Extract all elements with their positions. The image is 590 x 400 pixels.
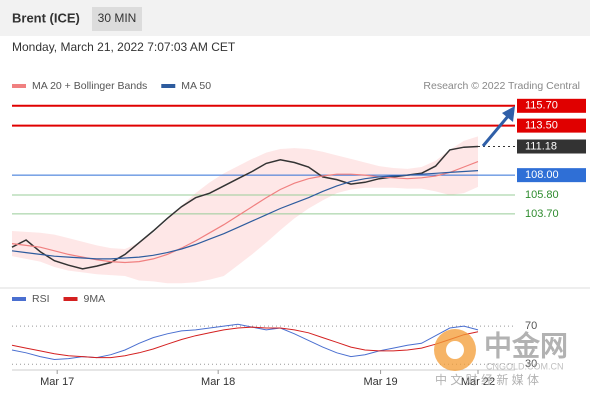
- legend-label: MA 50: [181, 80, 211, 92]
- level-label: 108.00: [525, 169, 559, 181]
- x-tick-label: Mar 19: [363, 376, 397, 388]
- x-tick-label: Mar 17: [40, 376, 74, 388]
- watermark-tagline: 中 文 财 经 新 媒 体: [435, 372, 539, 387]
- credit: Research © 2022 Trading Central: [423, 80, 580, 92]
- x-tick-label: Mar 18: [201, 376, 235, 388]
- legend-swatch: [12, 84, 26, 88]
- level-label-box: [517, 139, 586, 154]
- rsi-line: [11, 323, 479, 361]
- level-label: 115.70: [525, 100, 558, 112]
- level-label: 113.50: [525, 120, 558, 132]
- legend-label: RSI: [32, 293, 50, 305]
- interval[interactable]: 30 MIN: [98, 11, 137, 25]
- legend-label: MA 20 + Bollinger Bands: [32, 80, 147, 92]
- y-tick-label: 30: [525, 358, 537, 370]
- forecast-arrow: [481, 114, 511, 147]
- y-tick-label: 70: [525, 320, 537, 332]
- watermark-logo-inner: [446, 341, 464, 359]
- level-label: 105.80: [525, 189, 559, 201]
- x-tick-label: Mar 22: [461, 376, 495, 388]
- watermark: 中金网 CNGOLD.COM.CN 中 文 财 经 新 媒 体: [434, 329, 568, 387]
- moving-average: [11, 170, 479, 260]
- header-bar: [0, 0, 590, 36]
- timestamp: Monday, March 21, 2022 7:07:03 AM CET: [12, 40, 236, 54]
- level-label: 111.18: [525, 140, 557, 152]
- level-label-box: [517, 98, 586, 113]
- instrument: Brent (ICE): [12, 10, 80, 25]
- forecast-arrowhead: [502, 106, 515, 122]
- level-label: 103.70: [525, 208, 559, 220]
- legend-swatch: [63, 297, 78, 301]
- level-label-box: [517, 118, 586, 133]
- legend-label: 9MA: [84, 293, 106, 305]
- watermark-url: CNGOLD.COM.CN: [486, 361, 564, 371]
- legend-swatch: [12, 297, 26, 301]
- interval-box[interactable]: [92, 7, 142, 31]
- watermark-brand: 中金网: [484, 329, 568, 361]
- legend-swatch: [161, 84, 176, 88]
- level-label-box: [517, 168, 586, 183]
- rsi-line: [11, 326, 479, 359]
- bollinger-band: [12, 136, 478, 284]
